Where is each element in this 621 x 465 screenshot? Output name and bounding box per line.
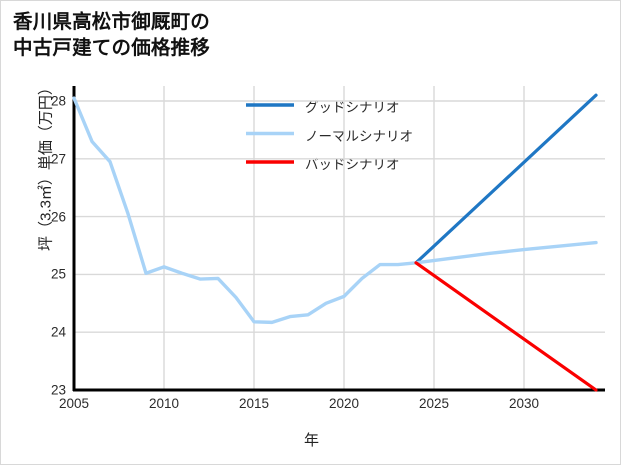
y-tick-label: 26	[50, 209, 66, 225]
data-series-layer	[72, 93, 598, 392]
y-tick-label: 24	[50, 324, 66, 340]
x-tick-label: 2005	[58, 396, 90, 411]
x-tick-label: 2015	[238, 396, 270, 411]
legend-item-label: グッドシナリオ	[305, 100, 400, 115]
y-tick-label: 25	[50, 266, 66, 282]
x-axis-label: 年	[303, 432, 319, 449]
x-tick-label: 2010	[148, 396, 180, 411]
page-title: 香川県高松市御厩町の 中古戸建ての価格推移	[13, 11, 211, 59]
gridlines	[73, 86, 605, 391]
series-line-3	[414, 261, 598, 392]
y-tick-label: 23	[50, 382, 66, 398]
x-tick-label: 2030	[508, 396, 540, 411]
series-line-1	[414, 93, 598, 265]
x-tick-label: 2025	[418, 396, 450, 411]
y-tick-label: 28	[50, 93, 66, 109]
series-line-2	[72, 96, 598, 325]
x-tick-label: 2020	[328, 396, 360, 411]
legend-item-label: バッドシナリオ	[305, 157, 400, 172]
legend-swatches	[246, 103, 294, 164]
axis-lines	[72, 86, 605, 392]
legend-item-label: ノーマルシナリオ	[305, 128, 413, 144]
y-tick-label: 27	[50, 151, 66, 167]
